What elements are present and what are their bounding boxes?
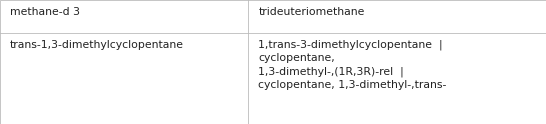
Text: trideuteriomethane: trideuteriomethane	[258, 7, 365, 17]
Text: methane-d 3: methane-d 3	[10, 7, 80, 17]
Text: 1,trans-3-dimethylcyclopentane  |
cyclopentane,
1,3-dimethyl-,(1R,3R)-rel  |
cyc: 1,trans-3-dimethylcyclopentane | cyclope…	[258, 40, 447, 90]
Text: trans-1,3-dimethylcyclopentane: trans-1,3-dimethylcyclopentane	[10, 40, 184, 50]
